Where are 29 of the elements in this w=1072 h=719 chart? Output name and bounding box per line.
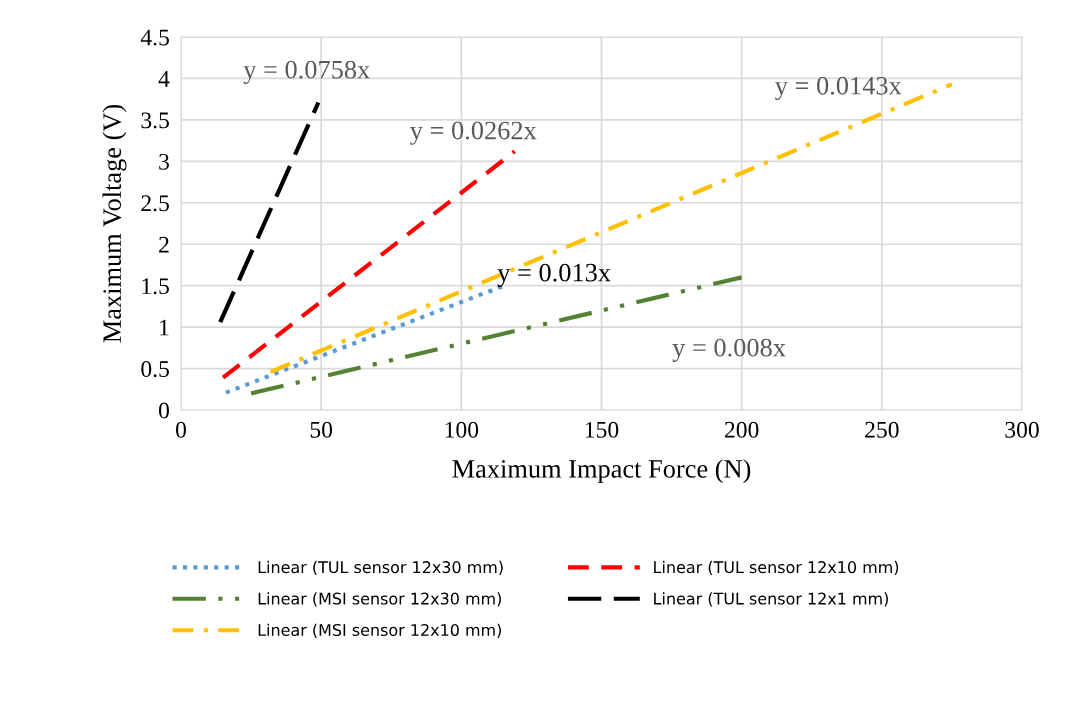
- x-tick-label: 50: [310, 421, 333, 438]
- annotation: y = 0.0262x: [410, 121, 537, 145]
- y-tick-label: 3: [159, 153, 169, 170]
- y-tick-label: 0: [158, 402, 169, 419]
- x-axis-title: Maximum Impact Force (N): [452, 459, 751, 484]
- annotation: y = 0.008x: [672, 338, 786, 362]
- y-tick-label: 4: [158, 71, 170, 87]
- x-tick-label: 100: [445, 421, 479, 438]
- annotation: y = 0.0758x: [243, 60, 370, 85]
- y-tick-label: 2: [159, 236, 169, 253]
- legend-label: Linear (MSI sensor 12x30 mm): [258, 592, 501, 607]
- y-tick-label: 3.5: [141, 112, 169, 129]
- x-tick-label: 200: [724, 421, 759, 438]
- y-tick-label: 1.5: [142, 278, 169, 295]
- x-tick-label: 150: [585, 421, 619, 438]
- y-tick-label: 4.5: [140, 29, 169, 46]
- legend-label: Linear (TUL sensor 12x1 mm): [654, 592, 888, 607]
- legend-label: Linear (MSI sensor 12x10 mm): [258, 623, 501, 638]
- legend-label: Linear (TUL sensor 12x30 mm): [258, 560, 503, 576]
- y-tick-label: 2.5: [141, 195, 169, 212]
- x-tick-label: 0: [176, 421, 186, 438]
- annotation: y = 0.013x: [497, 263, 611, 287]
- y-tick-label: 1: [160, 319, 169, 336]
- x-tick-label: 300: [1005, 421, 1039, 438]
- annotation: y = 0.0143x: [775, 76, 902, 101]
- legend-label: Linear (TUL sensor 12x10 mm): [654, 560, 899, 576]
- x-tick-label: 250: [865, 421, 899, 438]
- y-axis-title: Maximum Voltage (V): [102, 104, 127, 343]
- y-tick-label: 0.5: [141, 361, 169, 378]
